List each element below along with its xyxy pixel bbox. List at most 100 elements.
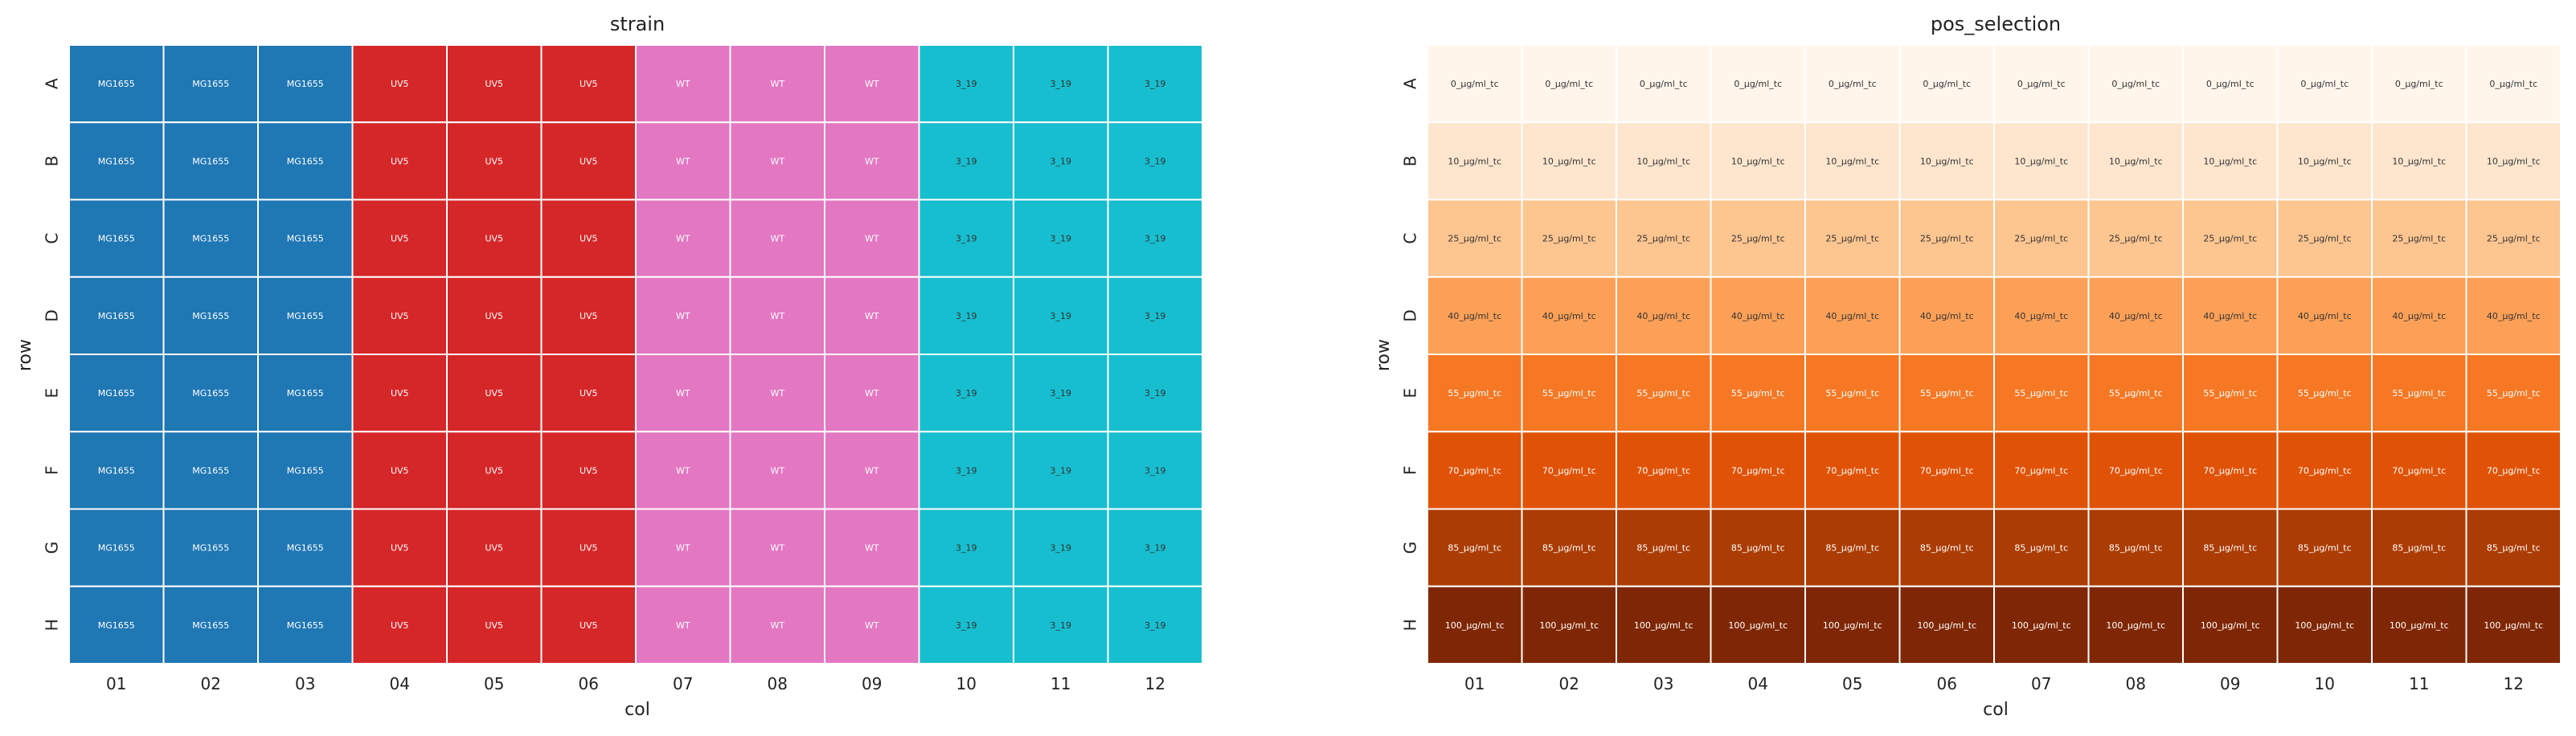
cell-label: 55_µg/ml_tc: [1448, 388, 1501, 399]
x-tick-label: 12: [2504, 674, 2524, 693]
heatmap-cell: [729, 121, 825, 201]
cell-label: 55_µg/ml_tc: [1731, 388, 1785, 399]
cell-label: 100_µg/ml_tc: [1634, 620, 1693, 631]
x-tick-label: 08: [768, 674, 788, 693]
x-axis-label: col: [625, 700, 650, 720]
x-tick-label: 02: [1559, 674, 1579, 693]
heatmap-cell: [162, 354, 259, 433]
x-tick-label: 05: [484, 674, 504, 693]
cell-label: WT: [770, 156, 784, 166]
heatmap-cell: [1993, 198, 2090, 278]
cell-label: 85_µg/ml_tc: [1920, 543, 1974, 554]
heatmap-cell: [1993, 431, 2090, 510]
cell-label: MG1655: [98, 234, 135, 244]
cell-label: 25_µg/ml_tc: [1825, 234, 1879, 244]
cell-label: 3_19: [1145, 311, 1166, 321]
cell-label: 85_µg/ml_tc: [2392, 543, 2446, 554]
cell-label: 85_µg/ml_tc: [2014, 543, 2068, 554]
cell-label: UV5: [391, 465, 409, 476]
heatmap-cell: [1898, 585, 1995, 664]
cell-label: 10_µg/ml_tc: [2298, 156, 2352, 166]
cell-label: 70_µg/ml_tc: [1920, 465, 1974, 476]
cell-label: UV5: [391, 620, 409, 631]
heatmap-cell: [824, 276, 920, 355]
heatmap-cell: [2087, 121, 2184, 201]
heatmap-cell: [1427, 198, 1523, 278]
heatmap-cell: [1993, 276, 2090, 355]
cell-label: 25_µg/ml_tc: [2109, 234, 2163, 244]
heatmap-cell: [1521, 44, 1617, 124]
cell-label: MG1655: [287, 388, 324, 399]
cell-label: 10_µg/ml_tc: [1731, 156, 1785, 166]
cell-label: 70_µg/ml_tc: [1448, 465, 1501, 476]
heatmap-cell: [1013, 508, 1109, 587]
heatmap-cell: [446, 585, 543, 664]
heatmap-cell: [1616, 198, 1712, 278]
cell-label: 40_µg/ml_tc: [2392, 311, 2446, 321]
cell-label: WT: [676, 620, 690, 631]
cell-label: MG1655: [98, 79, 135, 89]
cell-label: MG1655: [192, 311, 229, 321]
cell-label: 40_µg/ml_tc: [1636, 311, 1690, 321]
x-tick-label: 02: [201, 674, 221, 693]
cell-label: 100_µg/ml_tc: [1917, 620, 1976, 631]
cell-label: WT: [770, 388, 784, 399]
cell-label: 70_µg/ml_tc: [1542, 465, 1596, 476]
heatmap-cell: [351, 121, 448, 201]
heatmap-cell: [1616, 276, 1712, 355]
cell-label: 0_µg/ml_tc: [2017, 79, 2066, 89]
heatmap-cell: [1107, 508, 1203, 587]
heatmap-cell: [68, 431, 165, 510]
cell-label: MG1655: [287, 543, 324, 554]
cell-label: 85_µg/ml_tc: [1636, 543, 1690, 554]
cell-label: 0_µg/ml_tc: [1734, 79, 1782, 89]
cell-label: 25_µg/ml_tc: [2014, 234, 2068, 244]
cell-label: WT: [770, 465, 784, 476]
heatmap-cell: [2371, 508, 2467, 587]
cell-label: UV5: [391, 311, 409, 321]
x-tick-label: 10: [956, 674, 977, 693]
y-tick-label: C: [1401, 233, 1420, 244]
cell-label: 55_µg/ml_tc: [2392, 388, 2446, 399]
heatmap-cell: [540, 121, 637, 201]
heatmap-cell: [2371, 585, 2467, 664]
heatmap-cell: [68, 44, 165, 124]
heatmap-cell: [68, 585, 165, 664]
cell-label: 40_µg/ml_tc: [1448, 311, 1501, 321]
heatmap-cell: [351, 431, 448, 510]
cell-label: MG1655: [98, 543, 135, 554]
cell-label: 40_µg/ml_tc: [2014, 311, 2068, 321]
cell-label: 70_µg/ml_tc: [2298, 465, 2352, 476]
cell-label: UV5: [485, 311, 503, 321]
heatmap-cell: [2276, 585, 2373, 664]
heatmap-cell: [2371, 431, 2467, 510]
heatmap-cell: [2465, 198, 2562, 278]
y-tick-label: C: [43, 233, 62, 244]
cell-label: WT: [676, 234, 690, 244]
heatmap-cell: [2182, 585, 2279, 664]
strain-panel: strain col row MG1655 MG1655 MG1655 UV5 UV5 U…: [15, 13, 1203, 720]
heatmap-cell: [918, 431, 1014, 510]
heatmap-cell: [1521, 585, 1617, 664]
y-tick-label: E: [43, 388, 62, 399]
heatmap-cell: [918, 276, 1014, 355]
cell-label: MG1655: [98, 465, 135, 476]
cell-label: UV5: [579, 311, 598, 321]
cell-label: 100_µg/ml_tc: [1728, 620, 1788, 631]
cell-label: 3_19: [1050, 234, 1072, 244]
cell-label: 55_µg/ml_tc: [2109, 388, 2163, 399]
heatmap-cell: [1013, 585, 1109, 664]
heatmap-cell: [1107, 431, 1203, 510]
cell-label: 0_µg/ml_tc: [2300, 79, 2349, 89]
heatmap-cell: [729, 354, 825, 433]
cell-label: 10_µg/ml_tc: [2109, 156, 2163, 166]
cell-label: UV5: [485, 543, 503, 554]
y-tick-label: A: [1401, 78, 1420, 89]
cell-label: UV5: [579, 388, 598, 399]
heatmap-cell: [1710, 198, 1806, 278]
heatmap-cell: [918, 585, 1014, 664]
cell-label: 10_µg/ml_tc: [2392, 156, 2446, 166]
cell-label: 25_µg/ml_tc: [1636, 234, 1690, 244]
heatmap-cell: [918, 121, 1014, 201]
cell-label: UV5: [579, 234, 598, 244]
